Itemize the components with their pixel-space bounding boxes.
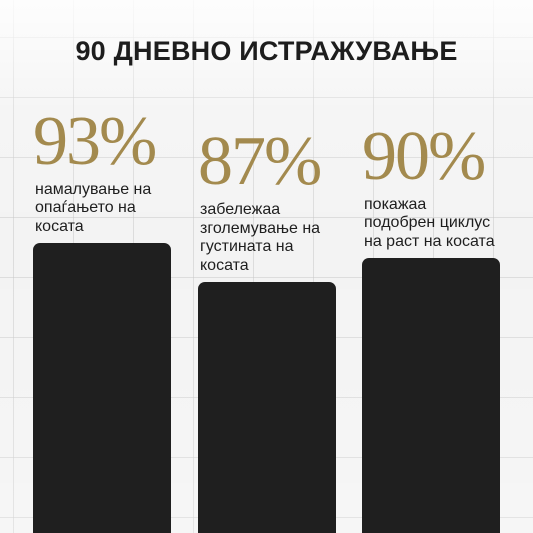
bar-1 [33, 243, 171, 533]
category-label-1: намалување на опаѓањето на косата [35, 180, 152, 235]
bar-3 [362, 258, 500, 533]
value-label-1: 93% [33, 102, 157, 180]
bar-2 [198, 282, 336, 533]
category-label-3: покажаа подобрен циклус на раст на косат… [364, 195, 495, 250]
value-label-2: 87% [198, 123, 322, 200]
bar-column-3: 90% покажаа подобрен циклус на раст на ко… [362, 0, 532, 533]
value-label-3: 90% [362, 117, 486, 195]
bar-column-1: 93% намалување на опаѓањето на косата [33, 0, 203, 533]
bar-column-2: 87% забележаа зголемување на густината на… [198, 0, 368, 533]
chart-title: 90 ДНЕВНО ИСТРАЖУВАЊЕ [75, 36, 458, 66]
category-label-2: забележаа зголемување на густината на ко… [200, 201, 321, 274]
